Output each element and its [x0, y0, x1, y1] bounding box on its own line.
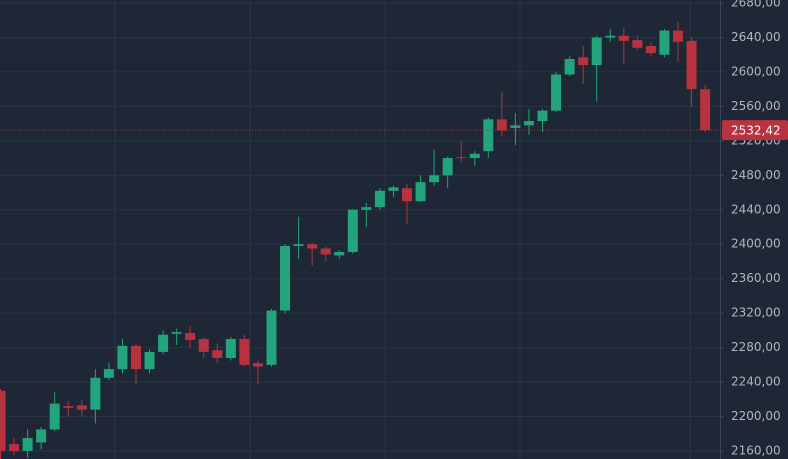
candle-body [103, 369, 114, 378]
candle-body [117, 345, 128, 370]
candle-body [645, 46, 656, 53]
candle-body [618, 35, 629, 41]
y-tick-label: 2360,00 [731, 271, 781, 285]
candle-body [225, 338, 236, 358]
candle-body [0, 390, 6, 451]
candle-body [347, 209, 358, 252]
candle-body [361, 207, 372, 210]
candle-body [564, 59, 575, 75]
candle-body [212, 350, 223, 358]
candle-body [63, 406, 74, 408]
y-tick-label: 2680,00 [731, 0, 781, 10]
candle-body [76, 405, 87, 410]
candle-body [551, 74, 562, 111]
candle-body [686, 40, 697, 90]
candle-body [469, 153, 480, 159]
candle-body [388, 187, 399, 191]
candle-body [9, 444, 20, 451]
y-tick-label: 2480,00 [731, 168, 781, 182]
candle-body [239, 338, 250, 365]
candle-body [537, 110, 548, 122]
candle-body [266, 310, 277, 365]
y-tick-label: 2240,00 [731, 375, 781, 389]
candle-body [523, 121, 534, 126]
candle-body [374, 190, 385, 208]
candle-body [171, 332, 182, 334]
last-price-label: 2532,42 [731, 124, 781, 138]
y-tick-label: 2560,00 [731, 99, 781, 113]
candle-body [131, 345, 141, 370]
candle-body [320, 248, 331, 255]
candle-body [442, 158, 453, 176]
y-tick-label: 2640,00 [731, 30, 781, 44]
candle-body [36, 429, 47, 443]
candle-body [632, 40, 643, 48]
y-tick-label: 2160,00 [731, 443, 781, 457]
candle-body [90, 377, 101, 410]
candle-body [198, 338, 209, 352]
candle-body [415, 182, 426, 202]
candle-body [591, 37, 602, 66]
candle-body [144, 351, 155, 370]
candle-body [49, 403, 60, 430]
candle-body [496, 119, 507, 131]
candle-body [456, 157, 467, 159]
last-price-box [722, 120, 788, 141]
candle-body [578, 57, 589, 66]
y-tick-label: 2440,00 [731, 202, 781, 216]
candle-body [402, 188, 412, 202]
y-tick-label: 2400,00 [731, 237, 781, 251]
candle-body [293, 244, 304, 246]
candle-body [252, 363, 263, 367]
y-tick-label: 2200,00 [731, 409, 781, 423]
candle-body [185, 332, 196, 340]
candle-body [605, 35, 616, 38]
candle-body [700, 89, 711, 131]
y-tick-label: 2280,00 [731, 340, 781, 354]
candle-body [483, 119, 494, 152]
candle-body [307, 244, 318, 249]
candle-body [158, 334, 169, 352]
y-tick-label: 2320,00 [731, 306, 781, 320]
candle-body [280, 245, 291, 311]
candle-body [673, 30, 683, 42]
candle-body [334, 251, 345, 256]
candle-body [429, 175, 440, 183]
candle-body [659, 30, 670, 55]
candle-body [22, 438, 33, 451]
candle-body [510, 125, 521, 128]
y-tick-label: 2600,00 [731, 64, 781, 78]
